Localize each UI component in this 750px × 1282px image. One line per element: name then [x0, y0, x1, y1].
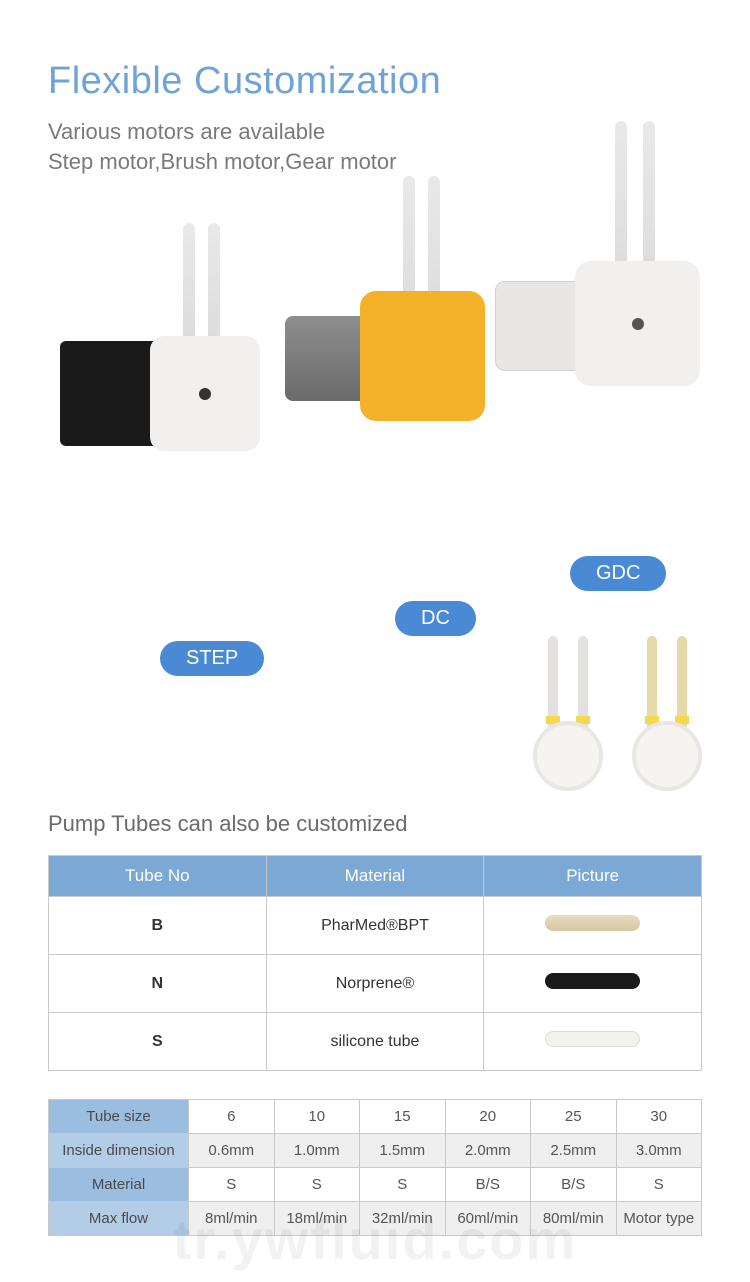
cell: 1.0mm: [274, 1134, 360, 1168]
cell: 2.5mm: [531, 1134, 617, 1168]
table-row: Tube size 6 10 15 20 25 30: [49, 1100, 702, 1134]
table-row: S silicone tube: [49, 1013, 702, 1071]
header-block: Flexible Customization Various motors ar…: [0, 0, 750, 176]
motors-illustration-area: STEP DC GDC: [0, 186, 750, 646]
table-header-row: Tube No Material Picture: [49, 856, 702, 897]
motor-gdc-illustration: [495, 281, 595, 371]
tube-sample-icon: [545, 915, 640, 931]
cell: 15: [360, 1100, 446, 1134]
subtitle-line-2: Step motor,Brush motor,Gear motor: [48, 147, 702, 177]
cell: S: [616, 1168, 702, 1202]
cell-picture: [484, 897, 702, 955]
cell-material: silicone tube: [266, 1013, 484, 1071]
col-material: Material: [266, 856, 484, 897]
cell: 0.6mm: [189, 1134, 275, 1168]
cell: Motor type: [616, 1202, 702, 1236]
tubes-section: Pump Tubes can also be customized Tube N…: [0, 811, 750, 1236]
tubes-section-title: Pump Tubes can also be customized: [48, 811, 702, 837]
cell: 6: [189, 1100, 275, 1134]
col-tube-no: Tube No: [49, 856, 267, 897]
cell: B/S: [445, 1168, 531, 1202]
table-row: N Norprene®: [49, 955, 702, 1013]
cell-tube-no: S: [49, 1013, 267, 1071]
row-label-tube-size: Tube size: [49, 1100, 189, 1134]
cell: 18ml/min: [274, 1202, 360, 1236]
material-table: Tube No Material Picture B PharMed®BPT N…: [48, 855, 702, 1071]
cell-tube-no: N: [49, 955, 267, 1013]
tube-sample-icon: [545, 1031, 640, 1047]
badge-gdc: GDC: [570, 556, 666, 591]
cell: 60ml/min: [445, 1202, 531, 1236]
cell: 30: [616, 1100, 702, 1134]
table-row: Max flow 8ml/min 18ml/min 32ml/min 60ml/…: [49, 1202, 702, 1236]
badge-step: STEP: [160, 641, 264, 676]
cell: 32ml/min: [360, 1202, 446, 1236]
cell: 80ml/min: [531, 1202, 617, 1236]
cell-tube-no: B: [49, 897, 267, 955]
cell-material: Norprene®: [266, 955, 484, 1013]
size-table: Tube size 6 10 15 20 25 30 Inside dimens…: [48, 1099, 702, 1236]
row-label-max-flow: Max flow: [49, 1202, 189, 1236]
cell: 25: [531, 1100, 617, 1134]
cell-material: PharMed®BPT: [266, 897, 484, 955]
cell: 1.5mm: [360, 1134, 446, 1168]
tube-sample-icon: [545, 973, 640, 989]
cell: S: [189, 1168, 275, 1202]
page-title: Flexible Customization: [48, 60, 702, 103]
cell: S: [360, 1168, 446, 1202]
cell: 20: [445, 1100, 531, 1134]
badge-dc: DC: [395, 601, 476, 636]
cell-picture: [484, 1013, 702, 1071]
cell: 3.0mm: [616, 1134, 702, 1168]
cell: 8ml/min: [189, 1202, 275, 1236]
table-row: B PharMed®BPT: [49, 897, 702, 955]
row-label-material: Material: [49, 1168, 189, 1202]
col-picture: Picture: [484, 856, 702, 897]
pump-tube-illustrations: [526, 636, 710, 791]
cell-picture: [484, 955, 702, 1013]
subtitle-line-1: Various motors are available: [48, 117, 702, 147]
cell: B/S: [531, 1168, 617, 1202]
cell: S: [274, 1168, 360, 1202]
cell: 2.0mm: [445, 1134, 531, 1168]
row-label-inside-dim: Inside dimension: [49, 1134, 189, 1168]
table-row: Inside dimension 0.6mm 1.0mm 1.5mm 2.0mm…: [49, 1134, 702, 1168]
table-row: Material S S S B/S B/S S: [49, 1168, 702, 1202]
motor-step-illustration: [60, 341, 170, 446]
motor-dc-illustration: [285, 316, 385, 401]
cell: 10: [274, 1100, 360, 1134]
